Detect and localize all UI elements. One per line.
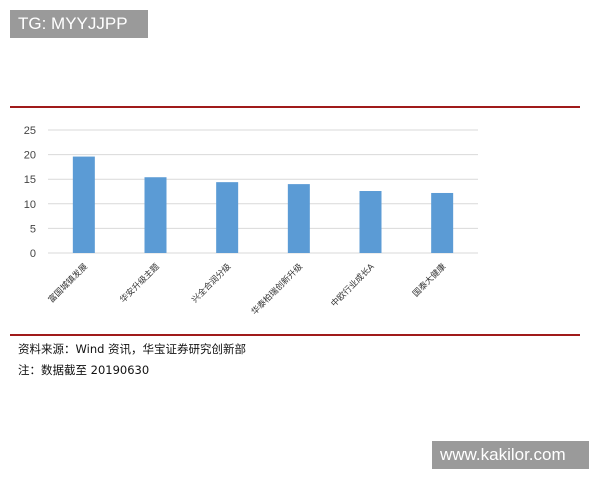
bar [144,177,167,253]
tg-badge: TG: MYYJJPP [10,10,148,38]
y-tick-label: 25 [24,125,36,137]
watermark: www.kakilor.com [432,441,589,469]
x-tick-label: 中欧行业成长A [329,261,377,309]
top-divider [10,106,580,108]
bar [216,182,239,253]
x-tick-label: 华泰柏瑞创新升级 [249,261,305,317]
x-tick-label: 兴全合润分级 [189,261,233,305]
y-tick-label: 15 [24,174,36,186]
y-tick-label: 10 [24,199,36,211]
x-tick-label: 国泰大健康 [410,261,448,299]
bottom-divider [10,334,580,336]
bar [431,192,454,253]
bar-chart: 0 5 10 15 20 25 富国城镇发展 华安升级主题 兴全合润分级 华泰柏瑞创新升级 中欧行业… [24,125,478,317]
bar [287,184,310,253]
y-tick-label: 5 [30,223,36,235]
y-tick-label: 20 [24,150,36,162]
date-note: 注：数据截至 20190630 [18,363,150,377]
bar [72,156,95,253]
bar [359,191,382,253]
x-tick-label: 华安升级主题 [118,261,162,305]
y-tick-label: 0 [30,248,36,260]
x-tick-label: 富国城镇发展 [46,261,90,305]
source-note: 资料来源：Wind 资讯，华宝证券研究创新部 [18,342,247,356]
